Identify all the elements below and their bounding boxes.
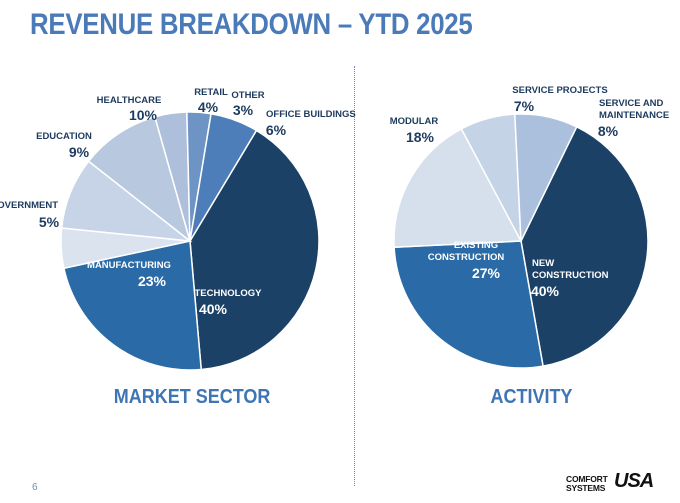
activity-labels: NEW CONSTRUCTION 40% EXISTING CONSTRUCTI… [390, 85, 669, 299]
pct-education: 9% [69, 144, 90, 160]
pct-existing-construction: 27% [472, 265, 501, 281]
pie-slice-office-buildings [189, 112, 258, 242]
pct-new-construction: 40% [531, 283, 560, 299]
label-other: OTHER [231, 90, 264, 101]
label-office-buildings: OFFICE BUILDINGS [266, 109, 356, 120]
pie-slice-service-and-maintenance [514, 113, 578, 242]
label-service-and-maintenance: SERVICE AND [599, 98, 664, 109]
market-sector-labels: TECHNOLOGY 40% MANUFACTURING 23% GOVERNM… [0, 87, 356, 317]
pie-slice-existing-construction [393, 240, 544, 369]
label-education: EDUCATION [36, 131, 92, 142]
logo-usa-mark: USA [614, 470, 654, 492]
page-number: 6 [32, 482, 38, 493]
pie-slice-healthcare [87, 115, 192, 244]
label-existing-construction-2: CONSTRUCTION [428, 252, 505, 263]
label-technology: TECHNOLOGY [194, 288, 262, 299]
activity-caption: ACTIVITY [490, 386, 573, 408]
activity-pie [393, 113, 649, 369]
label-service-and-maintenance-2: MAINTENANCE [599, 110, 669, 121]
label-service-projects: SERVICE PROJECTS [512, 85, 607, 96]
pct-manufacturing: 23% [138, 273, 167, 289]
logo-line-2: SYSTEMS [566, 483, 606, 493]
pie-slice-manufacturing [63, 240, 203, 371]
label-manufacturing: MANUFACTURING [87, 260, 171, 271]
pct-healthcare: 10% [129, 107, 158, 123]
logo-line-1: COMFORT [566, 474, 608, 484]
label-existing-construction: EXISTING [454, 240, 498, 251]
pct-service-and-maintenance: 8% [598, 123, 619, 139]
pie-slice-technology [189, 129, 320, 371]
chart-divider [354, 66, 355, 486]
label-new-construction: NEW [532, 258, 554, 269]
pie-slice-modular [393, 127, 523, 248]
pct-other: 3% [233, 102, 254, 118]
label-modular: MODULAR [390, 116, 439, 127]
pie-slice-new-construction [520, 125, 649, 367]
slide-title: REVENUE BREAKDOWN – YTD 2025 [30, 8, 473, 41]
market-sector-pie [60, 111, 320, 371]
pct-office-buildings: 6% [266, 122, 287, 138]
pct-retail: 4% [198, 99, 219, 115]
pct-modular: 18% [406, 129, 435, 145]
pct-technology: 40% [199, 301, 228, 317]
market-sector-caption: MARKET SECTOR [113, 386, 271, 408]
label-healthcare: HEALTHCARE [97, 95, 162, 106]
comfort-systems-logo: COMFORT SYSTEMS USA [566, 470, 672, 496]
label-retail: RETAIL [194, 87, 228, 98]
label-government: GOVERNMENT [0, 200, 58, 211]
pct-government: 5% [39, 214, 60, 230]
label-new-construction-2: CONSTRUCTION [532, 270, 609, 281]
pct-service-projects: 7% [514, 98, 535, 114]
